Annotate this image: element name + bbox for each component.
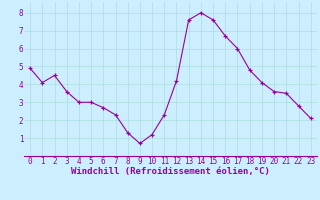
X-axis label: Windchill (Refroidissement éolien,°C): Windchill (Refroidissement éolien,°C) bbox=[71, 167, 270, 176]
